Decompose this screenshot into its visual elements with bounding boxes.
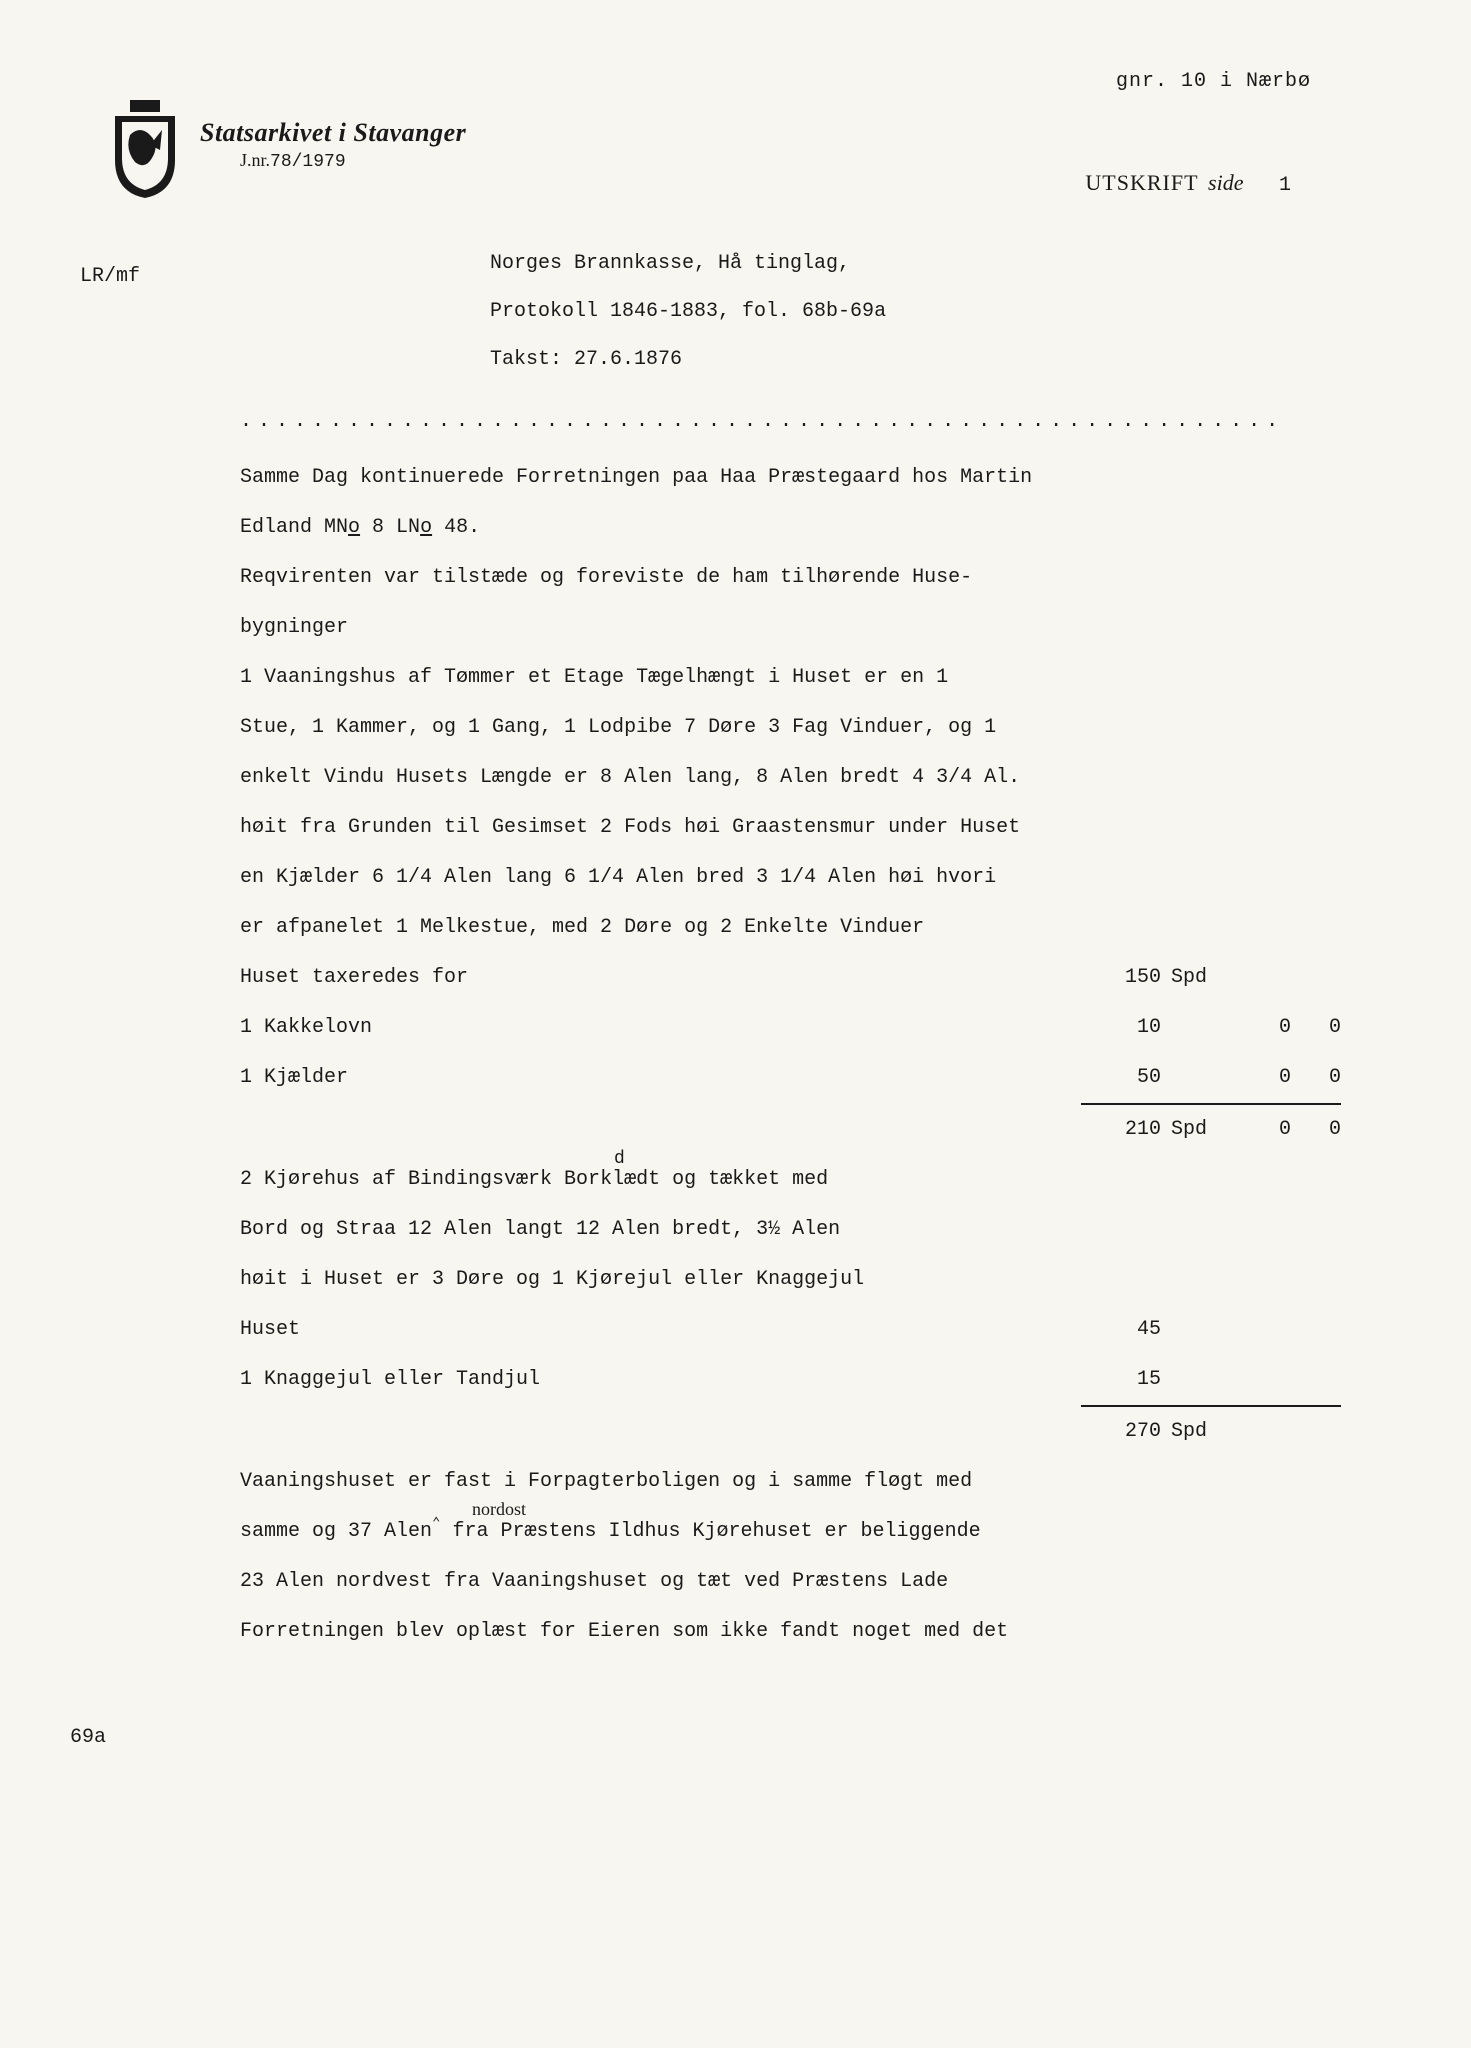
caret-mark: ⌃ [432, 1516, 440, 1532]
separator-dots: ........................................… [240, 410, 1381, 433]
amount-c1: 270 [1081, 1407, 1161, 1457]
gnr-line: gnr. 10 i Nærbø [1116, 70, 1311, 93]
body-line: 23 Alen nordvest fra Vaaningshuset og tæ… [240, 1557, 1341, 1607]
amount-c1: 45 [1081, 1305, 1161, 1355]
body-line: Reqvirenten var tilstæde og foreviste de… [240, 553, 1341, 603]
title-line-2: Protokoll 1846-1883, fol. 68b-69a [490, 288, 1381, 336]
body-line: enkelt Vindu Husets Længde er 8 Alen lan… [240, 753, 1341, 803]
row-label: Huset [240, 1305, 1081, 1355]
body-line: høit fra Grunden til Gesimset 2 Fods høi… [240, 803, 1341, 853]
amount-c1: 10 [1081, 1003, 1161, 1053]
amount-c3: 0 [1241, 1105, 1291, 1155]
body-line: høit i Huset er 3 Døre og 1 Kjørejul ell… [240, 1255, 1341, 1305]
amount-c4: 0 [1291, 1105, 1341, 1155]
title-line-3: Takst: 27.6.1876 [490, 336, 1381, 384]
body-line: er afpanelet 1 Melkestue, med 2 Døre og … [240, 903, 1341, 953]
title-block: Norges Brannkasse, Hå tinglag, Protokoll… [490, 240, 1381, 384]
body-line: Forretningen blev oplæst for Eieren som … [240, 1607, 1341, 1657]
amount-c3 [1241, 953, 1291, 1003]
reference-code: LR/mf [80, 265, 140, 288]
amount-c1: 210 [1081, 1105, 1161, 1155]
margin-folio: 69a [70, 1726, 106, 1749]
utskrift-block: UTSKRIFT side 1 [1085, 170, 1291, 197]
body-line: nordost samme og 37 Alen⌃ fra Præstens I… [240, 1507, 1341, 1557]
amount-row: 1 Knaggejul eller Tandjul 15 [240, 1355, 1341, 1407]
amount-c4 [1291, 953, 1341, 1003]
amount-c1: 15 [1081, 1355, 1161, 1405]
text-fragment: samme og 37 Alen [240, 1520, 432, 1543]
row-label [240, 1105, 1081, 1155]
amount-c2: Spd [1161, 1407, 1241, 1457]
coat-of-arms-icon [110, 100, 180, 200]
body-line: d 2 Kjørehus af Bindingsværk Borklædt og… [240, 1155, 1341, 1205]
correction-letter: d [614, 1137, 625, 1182]
institution-name: Statsarkivet i Stavanger [200, 118, 466, 148]
utskrift-label: UTSKRIFT [1085, 170, 1198, 195]
text-fragment: fra Præstens Ildhus Kjørehuset er beligg… [452, 1520, 980, 1543]
page-number: 1 [1279, 174, 1291, 197]
body-line: Samme Dag kontinuerede Forretningen paa … [240, 453, 1341, 503]
text-fragment: klædt og tækket med [600, 1168, 828, 1191]
handwritten-insertion: nordost [472, 1487, 526, 1532]
body-line: bygninger [240, 603, 1341, 653]
document-page: gnr. 10 i Nærbø UTSKRIFT side 1 Statsark… [0, 0, 1471, 1717]
amount-row: Huset 45 [240, 1305, 1341, 1355]
row-label: 1 Knaggejul eller Tandjul [240, 1355, 1081, 1407]
row-label: 1 Kakkelovn [240, 1003, 1081, 1053]
amount-c3 [1241, 1407, 1291, 1457]
amount-c4 [1291, 1355, 1341, 1405]
row-label [240, 1407, 1081, 1457]
amount-c1: 150 [1081, 953, 1161, 1003]
text-fragment: 2 Kjørehus af Bindingsværk Bor [240, 1168, 600, 1191]
underlined-o: o [348, 516, 360, 539]
body-line: Stue, 1 Kammer, og 1 Gang, 1 Lodpibe 7 D… [240, 703, 1341, 753]
body-line: Edland MNo 8 LNo 48. [240, 503, 1341, 553]
amount-row: 1 Kakkelovn 10 0 0 [240, 1003, 1341, 1053]
amount-c3 [1241, 1355, 1291, 1405]
title-line-1: Norges Brannkasse, Hå tinglag, [490, 240, 1381, 288]
amount-row-sum: 270 Spd [240, 1407, 1341, 1457]
utskrift-side: side [1208, 170, 1243, 195]
amount-row: Huset taxeredes for 150 Spd [240, 953, 1341, 1003]
text-fragment: Edland MN [240, 516, 348, 539]
amount-c4 [1291, 1407, 1341, 1457]
amount-c4: 0 [1291, 1003, 1341, 1053]
body-line: Bord og Straa 12 Alen langt 12 Alen bred… [240, 1205, 1341, 1255]
institution-block: Statsarkivet i Stavanger J.nr.78/1979 [200, 118, 466, 172]
text-fragment: 8 LN [360, 516, 420, 539]
journal-number-line: J.nr.78/1979 [240, 150, 466, 172]
amount-c2: Spd [1161, 953, 1241, 1003]
amount-c2 [1161, 1305, 1241, 1355]
row-label: 1 Kjælder [240, 1053, 1081, 1105]
amount-c4: 0 [1291, 1053, 1341, 1103]
row-label: Huset taxeredes for [240, 953, 1081, 1003]
jnr-value: 78/1979 [270, 152, 346, 172]
amount-c3: 0 [1241, 1003, 1291, 1053]
amount-c3 [1241, 1305, 1291, 1355]
text-fragment: 48. [432, 516, 480, 539]
amount-c2: Spd [1161, 1105, 1241, 1155]
underlined-o: o [420, 516, 432, 539]
amount-c3: 0 [1241, 1053, 1291, 1103]
body-line: Vaaningshuset er fast i Forpagterboligen… [240, 1457, 1341, 1507]
amount-row: 1 Kjælder 50 0 0 [240, 1053, 1341, 1105]
amount-c1: 50 [1081, 1053, 1161, 1103]
body-line: en Kjælder 6 1/4 Alen lang 6 1/4 Alen br… [240, 853, 1341, 903]
body-text: Samme Dag kontinuerede Forretningen paa … [240, 453, 1341, 1657]
body-line: 1 Vaaningshus af Tømmer et Etage Tægelhæ… [240, 653, 1341, 703]
amount-c2 [1161, 1355, 1241, 1405]
jnr-label: J.nr. [240, 150, 270, 170]
amount-c2 [1161, 1053, 1241, 1103]
amount-c4 [1291, 1305, 1341, 1355]
amount-row-sum: 210 Spd 0 0 [240, 1105, 1341, 1155]
amount-c2 [1161, 1003, 1241, 1053]
